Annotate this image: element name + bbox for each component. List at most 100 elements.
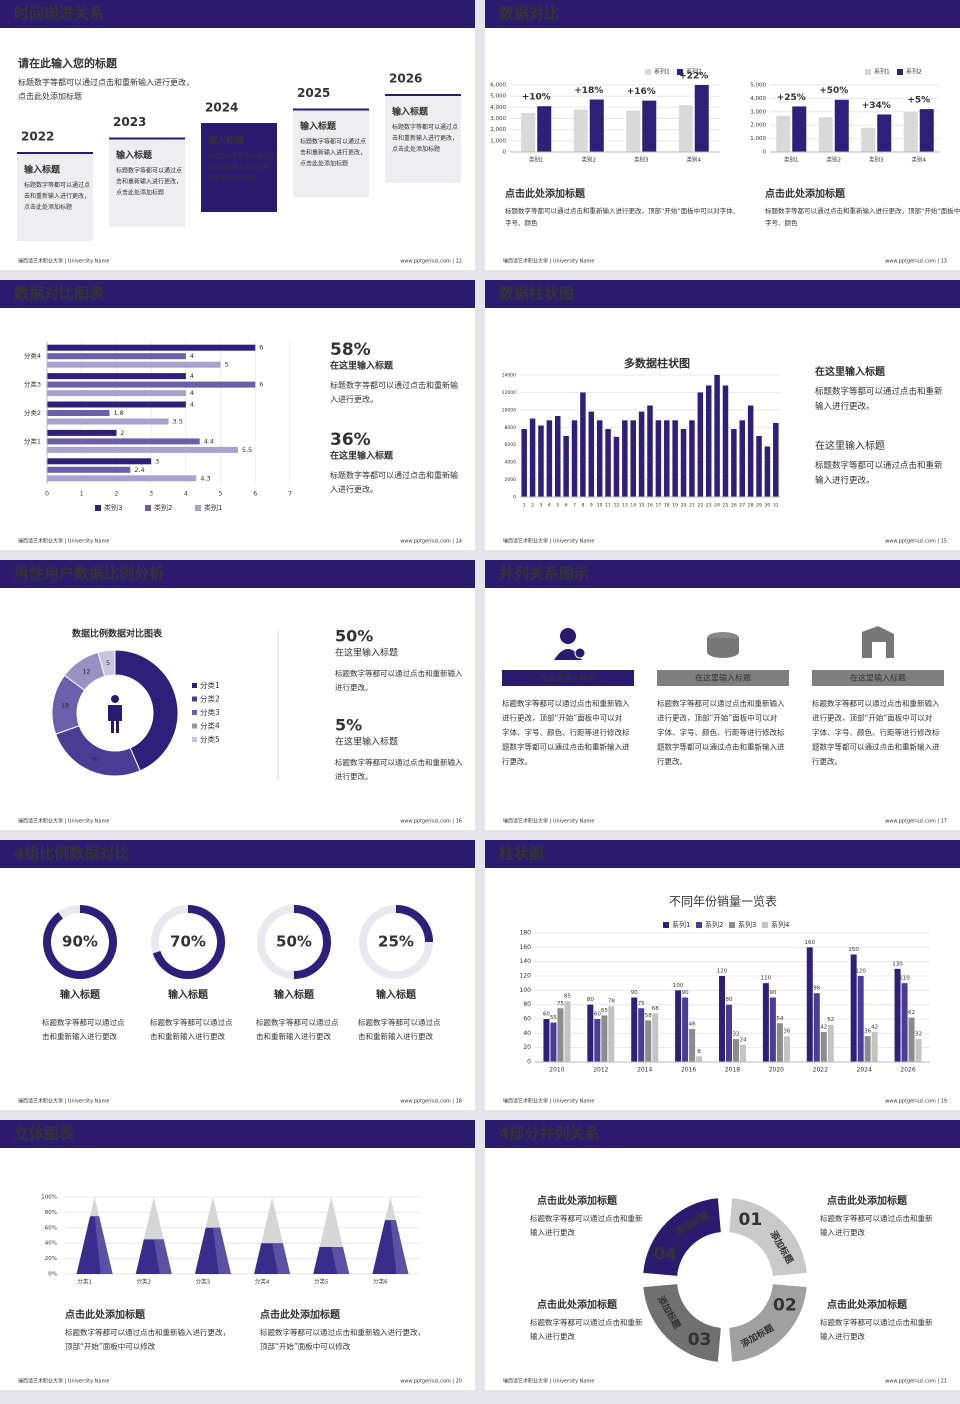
footer-left: 瑞西请艺术职业大学 | University Name [18,1378,109,1385]
slide-title: 4部分并列关系 [499,1125,599,1143]
x-tick-label: 29 [756,503,762,509]
y-tick-label: 2,000 [490,127,506,133]
legend-label: 系列2 [705,920,723,929]
text-line: 字体、字号、颜色、行距等进行修改标 [657,727,785,737]
footer-right: www.pptgenius.com | 17 [885,819,947,825]
y-tick-label: 100 [520,987,532,994]
bar [719,976,725,1062]
y-tick-label: 4,000 [750,96,766,102]
data-label: 6 [259,344,263,352]
step-year: 2025 [297,86,330,100]
data-label: 120 [855,969,866,975]
y-tick-label: 60% [45,1225,57,1231]
block-heading: 点击此处添加标题 [827,1298,908,1311]
x-tick-label: 2018 [725,1067,740,1074]
slide-title: 数据对比图表 [14,285,105,303]
legend-swatch [95,505,101,511]
x-tick-label: 2026 [900,1067,915,1074]
footer-left: 瑞西请艺术职业大学 | University Name [503,1378,594,1385]
x-tick-label: 0 [45,491,49,498]
x-tick-label: 17 [656,503,662,509]
legend-label: 系列4 [771,920,790,929]
y-tick-label: 6,000 [490,83,506,89]
block-text: 标题数字等都可以通过点击和重新输入进行更改 [820,1317,933,1341]
data-label: 50 [160,699,168,707]
y-tick-label: 1,000 [490,138,506,144]
text-line: 击和重新输入进行更改， [208,163,274,171]
slide-header [0,1120,475,1148]
slide-bg [485,280,960,550]
bar [675,990,682,1062]
data-label: 54 [776,1016,783,1022]
data-label: 46 [689,1022,696,1028]
x-tick-label: 2022 [813,1067,828,1074]
caption-text: 标题数字等都可以通过点击和重新输入进行更改，顶部“开始”面板中可以对字体、字号、… [505,206,739,227]
y-tick-label: 0 [503,150,507,156]
text-line: 标题数字等都可以通过点击和重新 [820,1317,933,1327]
footer-right: www.pptgenius.com | 20 [400,1379,462,1385]
bar [857,976,864,1062]
slide-bg [485,840,960,1110]
item-title: 输入标题 [274,988,315,1001]
x-tick-label: 分类1 [77,1278,92,1286]
stat-text: 标题数字等都可以通过点击和重新输入进行更改。 [330,380,458,404]
y-tick-label: 20 [523,1044,531,1051]
y-tick-label: 3,000 [750,109,766,115]
segment-number: 04 [653,1245,677,1265]
x-tick-label: 类别3 [869,156,884,164]
icon [872,642,886,658]
y-tick-label: 40 [523,1030,531,1037]
bar [806,947,813,1062]
text-line: 标题数字等都可以通过点 [256,1017,339,1027]
item-text: 标题数字等都可以通过点击和重新输入进行更改 [358,1017,441,1041]
text-line: 输入进行更改。 [815,475,875,486]
bar [850,954,857,1062]
text-line: 标题数字等都可以通过点 [116,166,182,174]
stat-title: 在这里输入标题 [815,439,885,452]
x-tick-label: 5 [556,503,559,509]
item-text: 标题数字等都可以通过点击和重新输入进行更改 [150,1017,233,1041]
slide-header [485,840,960,868]
y-tick-label: 3,000 [490,116,506,122]
legend-swatch [645,69,651,75]
legend-label: 类别1 [204,503,222,512]
data-label: 42 [871,1024,878,1030]
footer-left: 瑞西请艺术职业大学 | University Name [18,538,109,545]
text-line: 进行更改，顶部“开始”面板中可以对 [812,713,933,723]
data-label: 110 [899,976,910,982]
stat-value: 5% [335,716,362,735]
data-label: 90 [631,990,638,996]
legend-label: 系列1 [672,920,690,929]
step-year: 2026 [389,72,422,86]
text-line: 标题数字等都可以通过点击和重新输 [330,380,458,390]
bar [601,1015,608,1062]
bar [580,392,586,497]
block-text: 标题数字等都可以通过点击和重新输入进行更改 [530,1317,643,1341]
text-line: 输入进行更改 [820,1227,865,1237]
footer-right: www.pptgenius.com | 21 [885,1379,947,1385]
data-label: 80 [587,997,594,1003]
y-tick-label: 8000 [505,425,517,431]
text-line: 行更改。 [657,756,687,766]
bar [537,106,552,152]
text-line: 标题数字等都可以通过点 [358,1017,441,1027]
x-tick-label: 28 [748,503,754,509]
data-label: 62 [908,1010,915,1016]
slide-header [485,560,960,588]
item-title: 输入标题 [376,988,417,1001]
slide-title: 数据柱状图 [499,285,574,303]
x-tick-label: 5 [219,491,223,498]
y-tick-label: 120 [520,973,532,980]
bar [792,106,807,152]
data-label: 32 [915,1032,922,1038]
x-tick-label: 类别2 [827,156,842,164]
y-tick-label: 180 [520,930,532,937]
x-tick-label: 16 [647,503,653,509]
data-label: 3 [155,457,159,465]
text-line: 进行更改，顶部“开始”面板中可以对 [502,713,623,723]
pyramid-side [94,1216,113,1274]
text-line: 标题数字等都可以通过点击和重新 [530,1213,643,1223]
legend-swatch [729,922,735,928]
stat-title: 在这里输入标题 [335,647,398,659]
